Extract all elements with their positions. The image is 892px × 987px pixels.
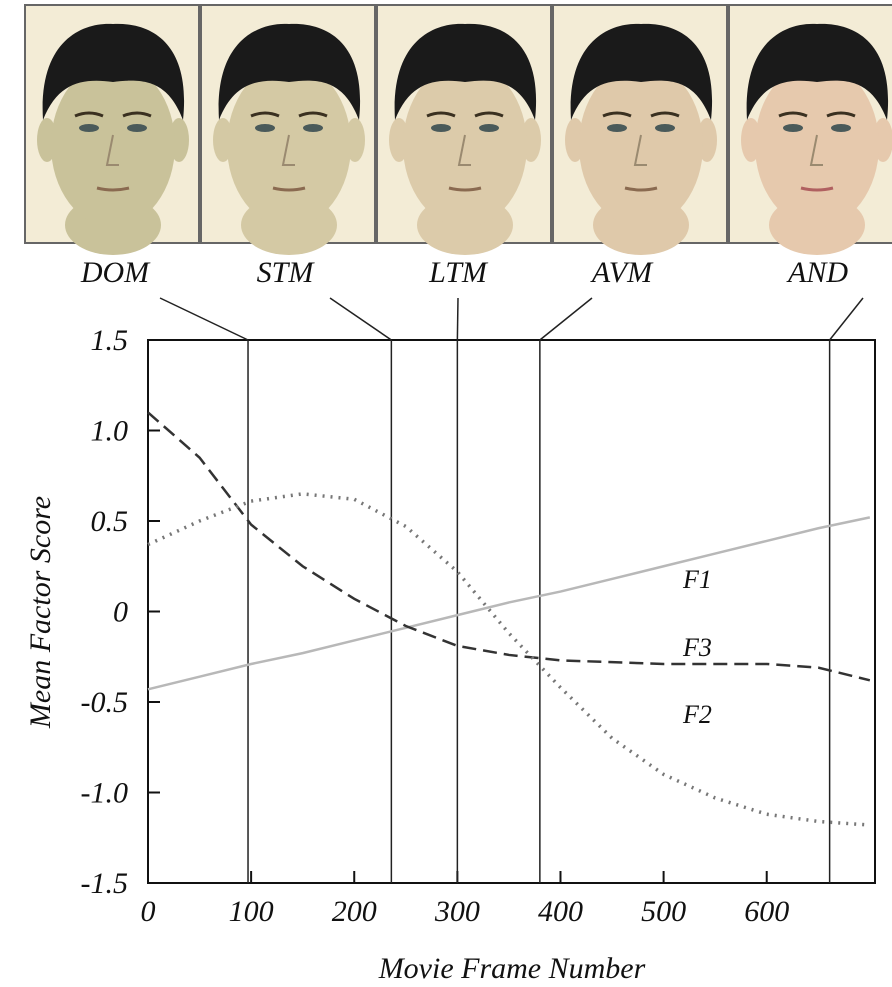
face-brow: [250, 111, 280, 118]
face-hair: [746, 23, 889, 120]
face-nose: [457, 134, 471, 166]
face-brow: [650, 111, 680, 118]
face-brow: [826, 111, 856, 118]
plot-frame: [147, 339, 876, 884]
face-mouth: [624, 186, 658, 192]
x-tick-label: 200: [332, 895, 377, 928]
face-strip: [24, 4, 892, 255]
marker-leader: [829, 297, 864, 341]
face-nose: [809, 134, 823, 166]
x-tick-label: 400: [538, 895, 583, 928]
face-mouth: [800, 186, 834, 192]
face-brow: [298, 111, 328, 118]
face-mouth: [272, 186, 306, 192]
face-eye: [79, 124, 99, 132]
y-tick-label: -1.5: [81, 867, 129, 900]
y-tick-label: 0: [113, 596, 128, 629]
face-brow: [602, 111, 632, 118]
marker-label: STM: [257, 256, 316, 289]
face-head: [51, 63, 175, 227]
x-tick-label: 500: [641, 895, 686, 928]
face-nose: [105, 134, 119, 166]
y-tick-label: 1.0: [91, 415, 129, 448]
series-line: [147, 411, 871, 682]
face-hair: [394, 23, 537, 120]
marker-label: AND: [786, 256, 848, 289]
series-line: [147, 516, 871, 691]
series-label: F1: [682, 565, 712, 594]
x-tick-label: 300: [434, 895, 480, 928]
marker-label: LTM: [428, 256, 489, 289]
face-nose: [633, 134, 647, 166]
face-eye: [655, 124, 675, 132]
face-hair: [218, 23, 361, 120]
marker-label: DOM: [80, 256, 151, 289]
y-tick-label: -0.5: [81, 686, 129, 719]
face-eye: [479, 124, 499, 132]
marker-leader: [329, 297, 392, 341]
face-eye: [255, 124, 275, 132]
series-label: F3: [682, 633, 712, 662]
x-axis-title: Movie Frame Number: [378, 952, 646, 985]
y-tick-label: -1.0: [81, 777, 129, 810]
marker-leader: [539, 297, 593, 341]
face-head: [579, 63, 703, 227]
y-axis-title: Mean Factor Score: [24, 496, 57, 729]
face-hair: [570, 23, 713, 120]
y-tick-label: 0.5: [91, 505, 129, 538]
marker-leader: [159, 297, 249, 341]
x-tick-label: 0: [141, 895, 156, 928]
x-tick-label: 100: [229, 895, 274, 928]
face-head: [227, 63, 351, 227]
y-tick-label: 1.5: [91, 324, 129, 357]
face-brow: [474, 111, 504, 118]
face-mouth: [96, 186, 130, 192]
face-head: [403, 63, 527, 227]
face-eye: [303, 124, 323, 132]
face-eye: [607, 124, 627, 132]
face-brow: [74, 111, 104, 118]
face-mouth: [448, 186, 482, 192]
series-line: [147, 492, 870, 827]
x-tick-label: 600: [744, 895, 789, 928]
face-eye: [783, 124, 803, 132]
face-brow: [778, 111, 808, 118]
marker-label: AVM: [590, 256, 654, 289]
face-nose: [281, 134, 295, 166]
marker-leader: [456, 297, 459, 341]
series-label: F2: [682, 700, 712, 729]
face-brow: [426, 111, 456, 118]
face-head: [755, 63, 879, 227]
face-eye: [831, 124, 851, 132]
face-brow: [122, 111, 152, 118]
face-eye: [127, 124, 147, 132]
face-eye: [431, 124, 451, 132]
face-hair: [42, 23, 185, 120]
